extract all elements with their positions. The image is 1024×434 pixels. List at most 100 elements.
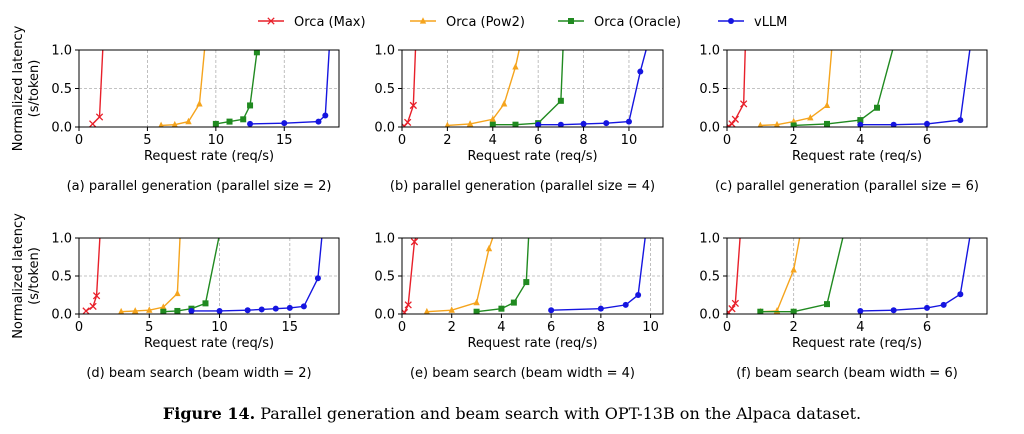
legend: Orca (Max) Orca (Pow2) Orca (Oracle) vLLM — [258, 15, 787, 30]
x-tick-label: 6 — [923, 320, 931, 335]
legend-entry: vLLM — [718, 15, 787, 30]
legend-entry: Orca (Pow2) — [410, 15, 525, 30]
series-line — [728, 50, 746, 127]
data-point — [807, 113, 814, 121]
series-line — [121, 238, 181, 313]
x-tick-label: 6 — [534, 133, 542, 148]
x-tick-label: 2 — [790, 320, 798, 335]
data-point — [118, 307, 125, 314]
data-point — [160, 308, 167, 314]
data-point — [226, 118, 233, 125]
legend-label: Orca (Oracle) — [594, 15, 681, 30]
series-group — [82, 238, 323, 314]
data-point — [940, 301, 947, 308]
data-point — [857, 307, 864, 314]
series-group — [402, 238, 646, 314]
data-point — [523, 279, 530, 286]
x-axis-label: Request rate (req/s) — [792, 149, 922, 164]
x-axis-label: Request rate (req/s) — [144, 149, 274, 164]
x-tick-label: 8 — [597, 320, 605, 335]
series-line — [403, 50, 417, 127]
data-point — [824, 120, 830, 127]
y-tick-label: 0.5 — [51, 82, 72, 97]
data-point — [489, 115, 496, 122]
data-point — [196, 100, 203, 107]
data-point — [158, 121, 164, 127]
data-point — [89, 302, 97, 311]
data-point — [727, 122, 733, 127]
data-point — [957, 291, 964, 298]
data-point — [512, 63, 519, 70]
series-line — [760, 50, 833, 127]
data-point — [512, 121, 519, 127]
data-point — [857, 121, 864, 127]
data-point — [557, 121, 564, 127]
y-tick-label: 1.0 — [51, 232, 72, 247]
x-tick-label: 0 — [398, 320, 406, 335]
data-point — [286, 304, 293, 311]
data-point — [244, 307, 251, 314]
data-point — [146, 306, 153, 313]
data-point — [132, 307, 139, 314]
x-tick-label: 2 — [443, 133, 451, 148]
data-point — [924, 304, 930, 311]
legend-marker — [419, 17, 427, 24]
x-axis-label: Request rate (req/s) — [144, 336, 274, 351]
x-tick-label: 5 — [145, 320, 153, 335]
x-tick-label: 10 — [211, 320, 228, 335]
data-point — [740, 100, 748, 108]
data-point — [281, 120, 288, 127]
series-line — [760, 238, 801, 313]
data-point — [409, 101, 418, 110]
series-line — [728, 238, 741, 313]
x-tick-label: 6 — [923, 133, 931, 148]
subplot-caption: (f) beam search (beam width = 6) — [736, 366, 958, 381]
y-tick-label: 1.0 — [699, 232, 720, 247]
x-tick-label: 6 — [547, 320, 555, 335]
data-point — [444, 121, 451, 127]
data-point — [174, 307, 181, 314]
data-point — [95, 113, 104, 121]
subplot-a: 0 5 10 15 0.0 0.5 1.0 Request rate (req/s) Norma… — [11, 25, 340, 194]
data-point — [322, 112, 329, 119]
data-point — [202, 300, 209, 307]
y-tick-label: 0.5 — [51, 270, 72, 285]
legend-entry: Orca (Oracle) — [558, 15, 681, 30]
x-axis-label: Request rate (req/s) — [467, 336, 597, 351]
y-tick-label: 0.0 — [374, 121, 395, 136]
data-point — [924, 120, 930, 127]
data-point — [728, 305, 736, 313]
series-line — [793, 50, 894, 127]
data-point — [410, 238, 419, 246]
data-point — [485, 244, 493, 252]
series-line — [538, 50, 647, 126]
data-point — [253, 50, 260, 56]
data-point — [622, 301, 629, 308]
subplot-caption: (a) parallel generation (parallel size =… — [67, 179, 332, 194]
series-line — [476, 238, 530, 313]
y-tick-label: 1.0 — [51, 44, 72, 59]
y-tick-label: 0.0 — [51, 308, 72, 323]
y-tick-label: 0.0 — [699, 308, 720, 323]
series-line — [85, 238, 101, 312]
series-line — [426, 238, 494, 313]
data-point — [635, 292, 642, 298]
x-tick-label: 10 — [642, 320, 659, 335]
y-tick-label: 0.5 — [374, 82, 395, 97]
data-point — [489, 121, 496, 127]
data-point — [957, 117, 964, 124]
y-tick-label: 0.0 — [374, 308, 395, 323]
data-point — [423, 307, 430, 314]
series-line — [760, 238, 844, 313]
data-point — [790, 122, 797, 127]
series-line — [403, 238, 417, 313]
legend-entry: Orca (Max) — [258, 15, 366, 30]
series-line — [163, 238, 220, 313]
subplot-caption: (e) beam search (beam width = 4) — [410, 366, 635, 381]
y-axis-label: Normalized latency — [11, 213, 26, 339]
x-axis-label: Request rate (req/s) — [792, 336, 922, 351]
data-point — [548, 307, 555, 314]
x-tick-label: 2 — [448, 320, 456, 335]
data-point — [404, 301, 412, 309]
subplot-caption: (c) parallel generation (parallel size =… — [715, 179, 979, 194]
